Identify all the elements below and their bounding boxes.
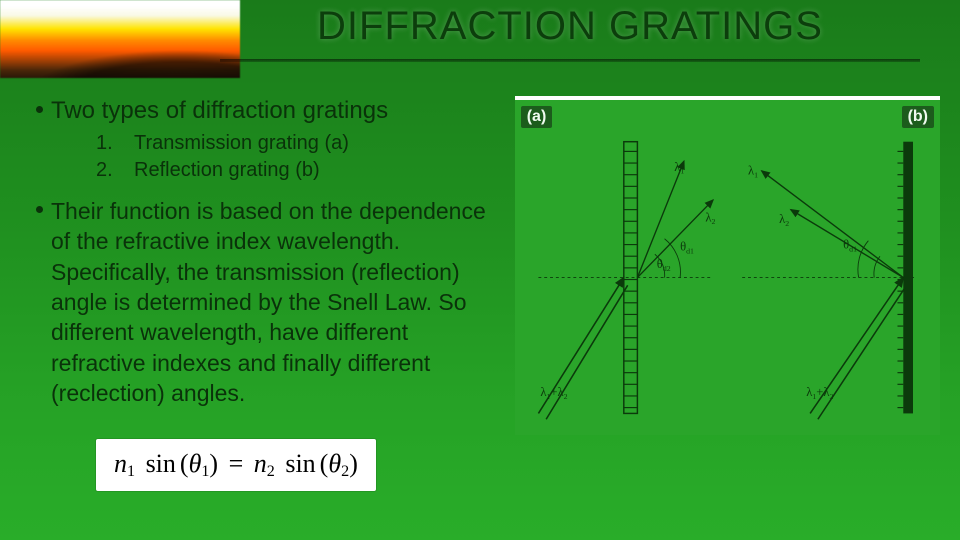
formula-sin: sin [142,449,180,478]
formula-sub: 2 [267,463,275,480]
label-thetad2: θd2 [657,257,671,273]
right-column: (a) (b) [515,96,940,520]
formula-snell-law: n1 sin(θ1) = n2 sin(θ2) [96,439,376,491]
formula-eq: = [225,449,248,478]
diagram-frame: (a) (b) [515,96,940,435]
diffraction-diagram: λ1 λ2 θd2 θd1 λ1+λ2 [519,132,936,423]
formula-theta: θ [189,449,202,478]
bullet-icon [36,206,43,213]
formula-theta: θ [328,449,341,478]
label-lambdasum: λ1+λ2 [540,385,567,401]
bullet-text: Two types of diffraction gratings [51,96,388,126]
bullet-icon [36,106,43,113]
title-underline [220,59,920,62]
formula-sin: sin [281,449,319,478]
numbered-list: 1. Transmission grating (a) 2. Reflectio… [96,132,497,182]
list-text: Transmission grating (a) [134,132,349,155]
bullet-item: Their function is based on the dependenc… [36,196,497,409]
formula-n: n [114,449,127,478]
header: DIFFRACTION GRATINGS [220,4,920,62]
left-column: Two types of diffraction gratings 1. Tra… [36,96,497,520]
formula-sub: 1 [127,463,135,480]
content-area: Two types of diffraction gratings 1. Tra… [36,96,940,520]
list-item: 1. Transmission grating (a) [96,132,497,155]
formula-sub: 1 [201,463,209,480]
label-lambda2: λ2 [779,212,789,228]
slide: DIFFRACTION GRATINGS Two types of diffra… [0,0,960,540]
grating-ticks-a [624,151,638,407]
formula-n: n [254,449,267,478]
accent-sunset [0,0,240,78]
label-lambda1: λ1 [748,164,758,180]
list-number: 1. [96,132,116,155]
list-item: 2. Reflection grating (b) [96,159,497,182]
label-thetad1: θd1 [680,239,694,255]
panel-b-label: (b) [902,106,934,128]
list-text: Reflection grating (b) [134,159,320,182]
bullet-text: Their function is based on the dependenc… [51,196,497,409]
list-number: 2. [96,159,116,182]
bullet-item: Two types of diffraction gratings [36,96,497,126]
label-lambdasum: λ1+λ2 [806,385,833,401]
page-title: DIFFRACTION GRATINGS [220,4,920,49]
panel-a-label: (a) [521,106,553,128]
label-thetad1: θd1 [843,237,857,253]
formula-sub: 2 [341,463,349,480]
label-lambda2: λ2 [705,210,715,226]
panel-labels: (a) (b) [519,106,936,132]
